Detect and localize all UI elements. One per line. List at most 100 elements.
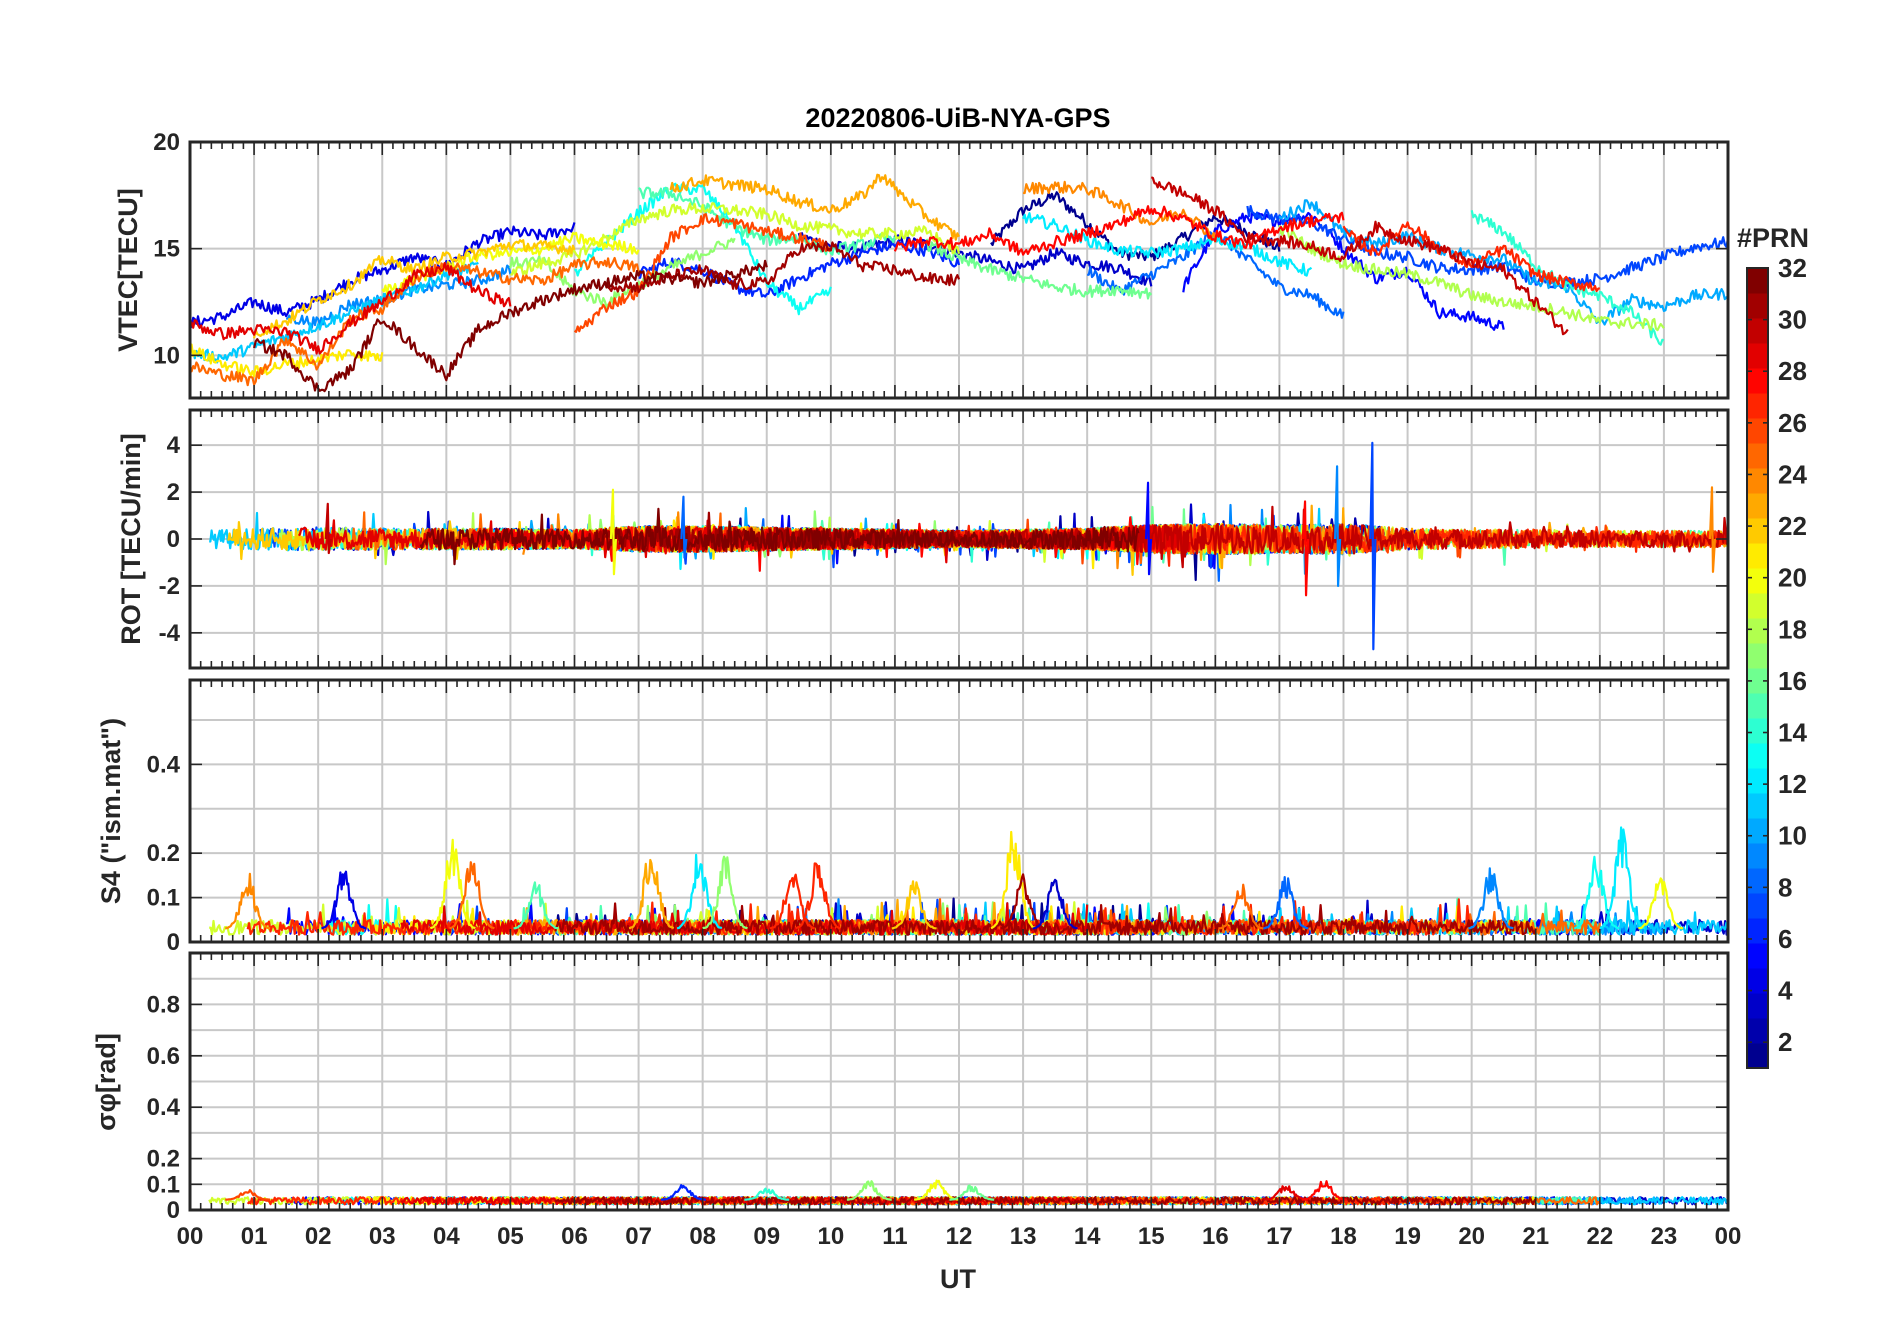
colorbar-tick-label: 26 (1778, 408, 1807, 438)
colorbar-band (1747, 368, 1768, 394)
colorbar-band (1747, 818, 1768, 844)
vtec-series-prn-4 (190, 222, 576, 330)
colorbar-band (1747, 318, 1768, 344)
sigma_phi-burst-prn-28 (1301, 1180, 1347, 1201)
panel-s4-grid (190, 680, 1728, 942)
vtec-series-prn-28 (893, 205, 1345, 256)
chart-title: 20220806-UiB-NYA-GPS (805, 103, 1110, 133)
colorbar-band (1747, 393, 1768, 419)
vtec-series-prn-18 (1278, 224, 1665, 332)
sigma_phi-burst-prn-17 (846, 1180, 892, 1201)
y-tick-label: 0 (167, 526, 180, 553)
rot-spike-prn-8 (680, 495, 688, 559)
vtec-series-prn-24 (1022, 180, 1217, 243)
s4-burst-prn-12 (676, 853, 723, 930)
x-tick-label: 00 (177, 1223, 204, 1250)
s4-burst-prn-23 (628, 858, 675, 930)
vtec-series-prn-25 (190, 256, 640, 387)
colorbar-tick-label: 32 (1778, 253, 1807, 283)
s4-burst-prn-8 (1263, 876, 1309, 930)
colorbar-band (1747, 618, 1768, 644)
panel-rot-x-ticks (189, 410, 1729, 668)
vtec-series-prn-6 (638, 240, 961, 298)
x-tick-label: 13 (1010, 1223, 1037, 1250)
vtec-series-prn-5 (1182, 210, 1505, 331)
colorbar-tick-label: 30 (1778, 305, 1807, 335)
vtec-series-prn-19 (510, 202, 961, 277)
colorbar-tick-label: 16 (1778, 666, 1807, 696)
colorbar-band (1747, 768, 1768, 794)
x-tick-label: 05 (497, 1223, 524, 1250)
colorbar-band (1747, 418, 1768, 444)
colorbar-band (1747, 1018, 1768, 1044)
y-tick-label: 15 (153, 236, 180, 263)
colorbar-band (1747, 518, 1768, 544)
s4-burst-prn-3 (1032, 878, 1078, 930)
s4-burst-prn-25 (449, 861, 495, 930)
colorbar-band (1747, 593, 1768, 619)
x-tick-label: 23 (1651, 1223, 1678, 1250)
colorbar-band (1747, 443, 1768, 469)
s4-burst-prn-15 (513, 881, 559, 930)
colorbar-band (1747, 268, 1768, 294)
colorbar-band (1747, 568, 1768, 594)
sigma_phi-burst-prn-16 (949, 1184, 995, 1201)
rot-spike-prn-20 (609, 488, 618, 576)
colorbar-band (1747, 993, 1768, 1019)
y-tick-label: 2 (167, 479, 180, 506)
panel-s4-x-ticks (189, 680, 1729, 942)
sigma_phi-burst-prn-14 (744, 1187, 790, 1201)
x-tick-label: 18 (1330, 1223, 1357, 1250)
x-tick-label: 08 (689, 1223, 716, 1250)
x-tick-label: 16 (1202, 1223, 1229, 1250)
y-axis-label-sigma_phi: σφ[rad] (91, 1033, 121, 1131)
y-axis-label-vtec: VTEC[TECU] (113, 188, 143, 352)
vtec-series-prn-10 (1278, 199, 1728, 326)
colorbar-tick-label: 12 (1778, 769, 1807, 799)
sigma_phi-series-prn-31 (554, 1196, 1537, 1206)
x-tick-label: 19 (1394, 1223, 1421, 1250)
y-tick-label: 10 (153, 342, 180, 369)
vtec-series-prn-29 (190, 262, 512, 355)
s4-burst-prn-24 (225, 872, 271, 930)
x-tick-label: 01 (241, 1223, 268, 1250)
x-tick-label: 00 (1715, 1223, 1742, 1250)
vtec-series-prn-21 (190, 343, 384, 378)
colorbar-tick-label: 10 (1778, 821, 1807, 851)
y-tick-label: 0.2 (147, 840, 180, 867)
colorbar-title: #PRN (1737, 223, 1809, 253)
x-tick-label: 04 (433, 1223, 460, 1250)
s4-burst-prn-12 (1599, 826, 1645, 930)
vtec-series-prn-23 (669, 173, 960, 241)
colorbar-band (1747, 643, 1768, 669)
rot-spike-prn-30 (324, 502, 332, 555)
rot-spike-prn-9 (1333, 465, 1342, 588)
x-axis-label: UT (940, 1264, 976, 1294)
colorbar-tick-label: 22 (1778, 511, 1807, 541)
x-tick-label: 20 (1458, 1223, 1485, 1250)
s4-burst-prn-31 (1000, 873, 1046, 930)
vtec-series-prn-26 (573, 213, 832, 333)
panel-vtec-data (190, 173, 1728, 393)
s4-burst-prn-13 (1574, 855, 1620, 930)
colorbar-tick-label: 4 (1778, 976, 1793, 1006)
x-tick-label: 11 (882, 1223, 907, 1250)
colorbar-band (1747, 468, 1768, 494)
colorbar-band (1747, 668, 1768, 694)
panel-s4: 0 0.1 0.2 0.4 S4 ("ism.mat") (96, 678, 1730, 956)
y-tick-label: 0.4 (147, 751, 181, 778)
colorbar-tick-label: 6 (1778, 924, 1792, 954)
colorbar-band (1747, 843, 1768, 869)
colorbar-band (1747, 893, 1768, 919)
s4-burst-prn-20 (429, 838, 476, 930)
panel-sigma_phi-data (208, 1179, 1728, 1206)
y-tick-label: 0.1 (147, 885, 180, 912)
colorbar-band (1747, 343, 1768, 369)
x-tick-label: 15 (1138, 1223, 1165, 1250)
y-tick-label: -2 (159, 573, 180, 600)
x-tick-label: 21 (1522, 1223, 1549, 1250)
y-tick-label: 0 (167, 1197, 180, 1224)
vtec-series-prn-22 (253, 239, 576, 339)
